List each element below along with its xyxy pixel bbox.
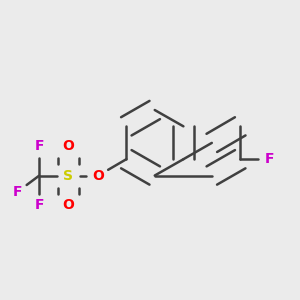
Text: F: F bbox=[12, 185, 22, 199]
Text: F: F bbox=[265, 152, 274, 166]
Text: F: F bbox=[34, 139, 44, 153]
Text: O: O bbox=[92, 169, 104, 183]
Text: S: S bbox=[64, 169, 74, 183]
Text: F: F bbox=[34, 199, 44, 212]
Text: O: O bbox=[62, 139, 74, 153]
Text: O: O bbox=[62, 199, 74, 212]
